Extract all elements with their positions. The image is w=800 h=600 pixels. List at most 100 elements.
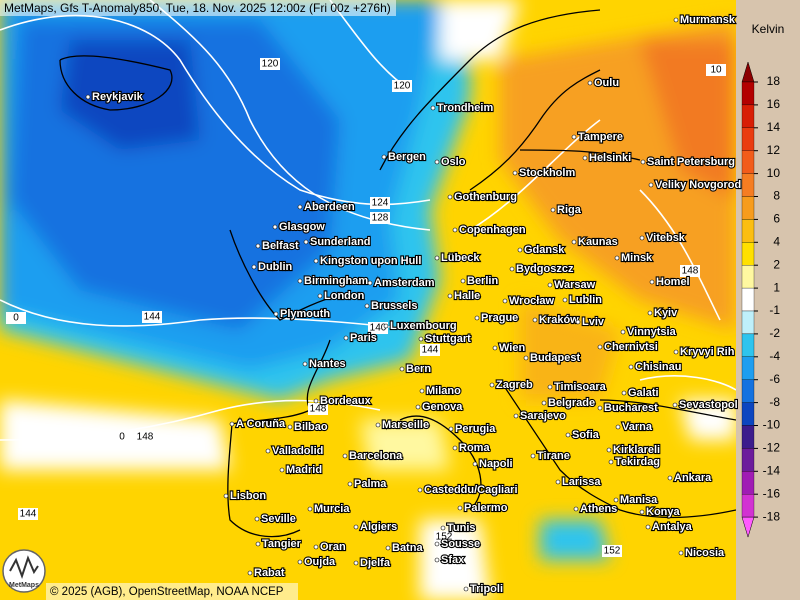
city-label: Djelfa [360, 557, 391, 569]
city-dot [85, 94, 91, 100]
colorbar-tick-label: 10 [767, 166, 781, 180]
city-label: Paris [350, 332, 377, 344]
city-dot [489, 382, 495, 388]
contour-label-bg [370, 212, 390, 224]
contour-label: 0 [13, 313, 19, 324]
city-dot [254, 516, 260, 522]
city-dot [523, 355, 529, 361]
field-shading [0, 0, 736, 600]
colorbar-band [741, 402, 755, 426]
city-label: Reykjavik [92, 91, 144, 103]
city-dot [474, 315, 480, 321]
city-dot [647, 310, 653, 316]
city-dot [606, 447, 612, 453]
city-label: Lübeck [441, 252, 480, 264]
contour-label-bg [706, 64, 726, 76]
city-label: Lisbon [230, 490, 266, 502]
city-dot [353, 524, 359, 530]
colorbar-tick-label: -6 [769, 372, 780, 386]
city-dot [367, 280, 373, 286]
city-label: Budapest [530, 352, 580, 364]
city-label: Bilbao [294, 421, 328, 433]
city-label: Bordeaux [320, 395, 372, 407]
city-dot [417, 487, 423, 493]
colorbar-band [741, 333, 755, 357]
colorbar-tick-label: 2 [773, 257, 780, 271]
city-dot [640, 159, 646, 165]
city-dot [639, 509, 645, 515]
logo: MetMaps [2, 549, 46, 593]
city-label: Algiers [360, 521, 397, 533]
city-dot [251, 264, 257, 270]
city-label: Sofia [572, 429, 600, 441]
city-label: Prague [481, 312, 518, 324]
city-label: Birmingham [304, 275, 368, 287]
field [0, 0, 736, 600]
city-dot [673, 17, 679, 23]
city-dot [399, 366, 405, 372]
colorbar-tick-label: 18 [767, 74, 781, 88]
city-dot [375, 422, 381, 428]
city-label: Marseille [382, 419, 429, 431]
city-dot [385, 545, 391, 551]
city-label: Stockholm [519, 167, 575, 179]
city-label: Homel [656, 276, 690, 288]
city-label: Warsaw [554, 279, 596, 291]
city-label: Galati [628, 387, 659, 399]
city-label: Bydgoszcz [516, 263, 574, 275]
city-dot [575, 319, 581, 325]
city-dot [383, 323, 389, 329]
city-label: Glasgow [279, 221, 325, 233]
city-dot [512, 170, 518, 176]
city-label: Oulu [594, 77, 619, 89]
city-label: Ankara [674, 472, 712, 484]
city-dot [343, 335, 349, 341]
colorbar-tick-label: -12 [763, 441, 781, 455]
city-label: Athens [580, 503, 617, 515]
city-label: Napoli [479, 458, 513, 470]
colorbar-tick-label: -1 [769, 303, 780, 317]
city-dot [587, 80, 593, 86]
city-dot [255, 243, 261, 249]
city-label: Chisinau [635, 361, 681, 373]
colorbar-band [741, 127, 755, 151]
city-label: Nicosia [685, 547, 725, 559]
city-dot [678, 550, 684, 556]
city-dot [571, 134, 577, 140]
city-dot [287, 424, 293, 430]
contour-label-bg [434, 531, 454, 543]
contour-label: 120 [394, 81, 411, 92]
colorbar-tick-label: 6 [773, 212, 780, 226]
contour-label: 128 [372, 213, 389, 224]
city-label: Varna [622, 421, 653, 433]
city-dot [229, 421, 235, 427]
city-dot [550, 207, 556, 213]
colorbar-band [741, 494, 755, 518]
city-label: Lublin [569, 294, 602, 306]
colorbar-band [741, 219, 755, 243]
city-dot [613, 497, 619, 503]
city-dot [460, 278, 466, 284]
city-label: Plymouth [280, 308, 330, 320]
city-label: Kraków [539, 314, 579, 326]
city-dot [381, 154, 387, 160]
city-label: Helsinki [589, 152, 631, 164]
colorbar-tick-label: 16 [767, 97, 781, 111]
city-dot [530, 453, 536, 459]
city-dot [434, 541, 440, 547]
colorbar-band [741, 150, 755, 174]
city-dot [492, 345, 498, 351]
city-dot [573, 506, 579, 512]
city-label: Vinnytsia [627, 326, 677, 338]
contour-label-bg [135, 431, 155, 443]
contour-label: 148 [137, 432, 154, 443]
contour-label: 10 [710, 65, 722, 76]
city-dot [430, 105, 436, 111]
city-label: Kaunas [578, 236, 618, 248]
colorbar-band [741, 310, 755, 335]
city-label: Gothenburg [454, 191, 517, 203]
city-dot [447, 194, 453, 200]
colorbar-band [741, 425, 755, 449]
city-label: Sunderland [310, 236, 371, 248]
